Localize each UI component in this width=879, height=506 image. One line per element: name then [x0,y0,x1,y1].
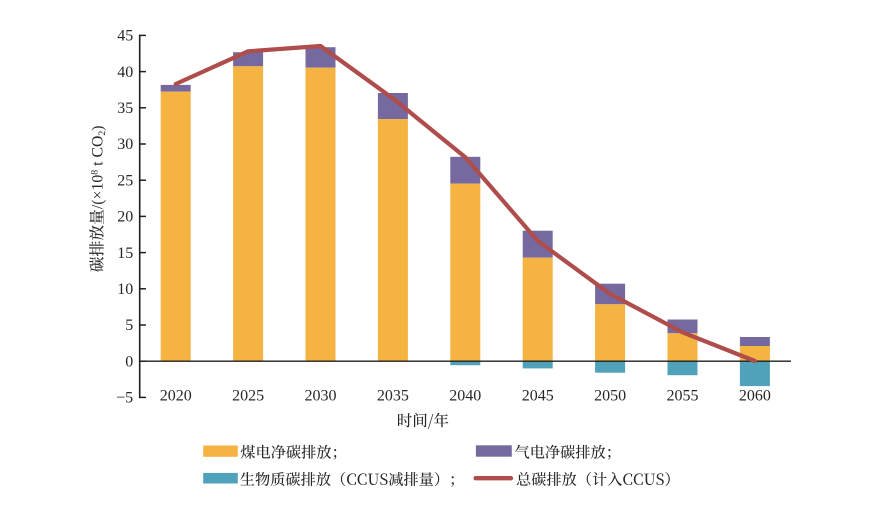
svg-text:35: 35 [117,100,133,117]
svg-text:2060: 2060 [739,387,771,404]
svg-text:25: 25 [117,172,133,189]
svg-text:40: 40 [117,64,133,81]
svg-text:15: 15 [117,245,133,262]
svg-text:2045: 2045 [522,387,554,404]
svg-text:2050: 2050 [594,387,626,404]
svg-text:2020: 2020 [160,387,192,404]
svg-text:20: 20 [117,209,133,226]
svg-text:2025: 2025 [232,387,264,404]
svg-text:2035: 2035 [377,387,409,404]
svg-text:30: 30 [117,136,133,153]
svg-text:0: 0 [125,353,133,370]
svg-text:45: 45 [117,28,133,45]
svg-text:2040: 2040 [449,387,481,404]
svg-text:2055: 2055 [667,387,699,404]
svg-text:/(×108 t CO2): /(×108 t CO2) [89,125,108,209]
svg-text:5: 5 [125,317,133,334]
svg-text:10: 10 [117,281,133,298]
svg-text:−5: −5 [116,390,133,407]
svg-text:2030: 2030 [305,387,337,404]
